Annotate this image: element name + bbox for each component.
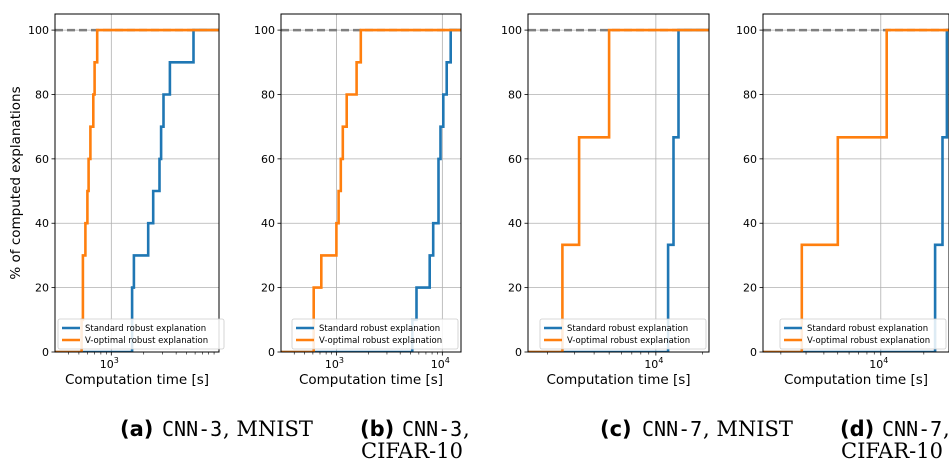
x-axis-label: Computation time [s] [65, 372, 209, 388]
legend-label: V-optimal robust explanation [319, 336, 442, 346]
x-axis-label: Computation time [s] [784, 372, 928, 388]
y-tick-label: 40 [508, 217, 522, 230]
x-axis-label: Computation time [s] [546, 372, 690, 388]
caption-dataset: CIFAR-10 [841, 439, 943, 459]
legend-label: Standard robust explanation [85, 324, 206, 334]
x-tick-label: 103 [100, 356, 119, 371]
axes-frame [762, 13, 949, 353]
y-tick-label: 80 [508, 88, 522, 101]
series-line-standard-robust-explanation [55, 28, 219, 352]
legend-label: Standard robust explanation [567, 324, 688, 334]
y-tick-label: 20 [508, 282, 522, 295]
panel-caption: (c) CNN-7, MNIST [600, 417, 793, 441]
y-tick-label: 20 [35, 282, 49, 295]
x-tick-label: 104 [644, 356, 663, 371]
series-line-v-optimal-robust-explanation [528, 28, 709, 352]
y-tick-label: 100 [254, 24, 275, 37]
legend: Standard robust explanation V-optimal rob… [291, 318, 459, 350]
legend: Standard robust explanation V-optimal rob… [539, 318, 707, 350]
axes-frame [280, 13, 462, 353]
caption-comma: , [463, 417, 470, 441]
legend: Standard robust explanation V-optimal rob… [779, 318, 947, 350]
axes-frame [54, 13, 220, 353]
series-line-v-optimal-robust-explanation [763, 28, 949, 352]
y-tick-label: 20 [743, 282, 757, 295]
panel-caption: (b) CNN-3 ,CIFAR-10 [360, 417, 470, 459]
y-tick-label: 60 [743, 153, 757, 166]
y-tick-label: 80 [35, 88, 49, 101]
y-tick-label: 80 [743, 88, 757, 101]
series-line-standard-robust-explanation [763, 28, 949, 352]
y-tick-label: 40 [35, 217, 49, 230]
y-tick-label: 80 [261, 88, 275, 101]
legend-box [779, 318, 947, 350]
y-tick-label: 100 [501, 24, 522, 37]
y-tick-label: 60 [35, 153, 49, 166]
y-tick-label: 40 [743, 217, 757, 230]
caption-model: CNN-7 [642, 417, 702, 441]
series-line-v-optimal-robust-explanation [281, 28, 461, 352]
series-line-v-optimal-robust-explanation [55, 28, 219, 352]
caption-dataset: , MNIST [223, 417, 313, 441]
y-tick-label: 100 [736, 24, 757, 37]
series-line-standard-robust-explanation [528, 28, 709, 352]
y-tick-label: 60 [508, 153, 522, 166]
caption-tag: (b) [360, 417, 394, 441]
caption-model: CNN-7 [882, 417, 942, 441]
x-axis-label: Computation time [s] [299, 372, 443, 388]
y-tick-label: 0 [750, 346, 757, 359]
legend-box [291, 318, 459, 350]
axes-frame [527, 13, 710, 353]
caption-tag: (a) [120, 417, 153, 441]
caption-dataset: CIFAR-10 [361, 439, 463, 459]
panel-caption: (d) CNN-7,CIFAR-10 [840, 417, 949, 459]
y-axis-label: % of computed explanations [8, 86, 24, 279]
y-tick-label: 40 [261, 217, 275, 230]
x-tick-label: 104 [869, 356, 888, 371]
y-tick-label: 100 [28, 24, 49, 37]
legend-box [539, 318, 707, 350]
legend: Standard robust explanation V-optimal rob… [57, 318, 225, 350]
caption-model: CNN-3 [402, 417, 462, 441]
legend-box [57, 318, 225, 350]
y-tick-label: 60 [261, 153, 275, 166]
legend-label: Standard robust explanation [319, 324, 440, 334]
caption-dataset: , MNIST [703, 417, 793, 441]
y-tick-label: 0 [42, 346, 49, 359]
legend-label: Standard robust explanation [807, 324, 928, 334]
x-tick-label: 103 [325, 356, 344, 371]
legend-label: V-optimal robust explanation [85, 336, 208, 346]
legend-label: V-optimal robust explanation [567, 336, 690, 346]
caption-comma: , [943, 417, 949, 441]
caption-model: CNN-3 [162, 417, 222, 441]
caption-tag: (c) [600, 417, 632, 441]
legend-label: V-optimal robust explanation [807, 336, 930, 346]
x-tick-label: 104 [431, 356, 450, 371]
y-tick-label: 0 [268, 346, 275, 359]
series-line-standard-robust-explanation [281, 28, 461, 352]
y-tick-label: 20 [261, 282, 275, 295]
panel-caption: (a) CNN-3, MNIST [120, 417, 313, 441]
caption-tag: (d) [840, 417, 874, 441]
y-tick-label: 0 [515, 346, 522, 359]
